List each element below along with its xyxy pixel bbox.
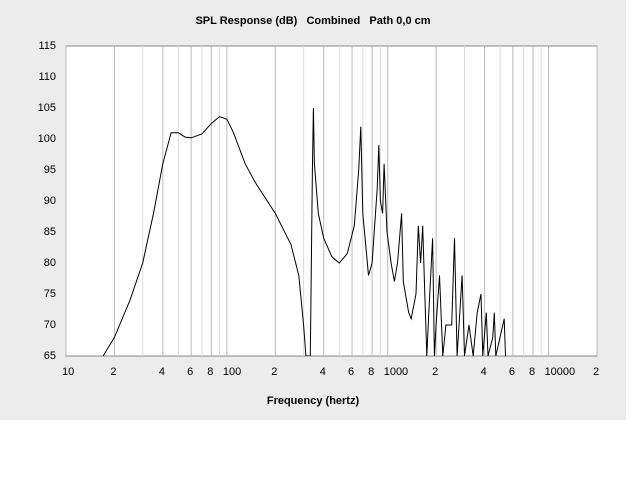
x-tick-label: 4 (320, 366, 326, 378)
x-tick-label: 8 (529, 366, 535, 378)
x-tick-label: 2 (271, 366, 277, 378)
x-tick-label: 4 (159, 366, 165, 378)
response-line (102, 107, 506, 356)
x-tick-label: 1000 (384, 366, 408, 378)
y-tick-label: 100 (38, 133, 56, 145)
x-tick-label: 8 (207, 366, 213, 378)
y-tick-label: 110 (38, 71, 56, 83)
x-tick-label: 6 (348, 366, 354, 378)
x-tick-label: 6 (509, 366, 515, 378)
y-tick-label: 80 (44, 257, 56, 269)
y-tick-label: 65 (44, 350, 56, 362)
y-tick-label: 105 (38, 102, 56, 114)
x-tick-label: 10000 (545, 366, 576, 378)
y-tick-label: 70 (44, 319, 56, 331)
plot-area (65, 45, 598, 357)
x-tick-label: 2 (593, 366, 599, 378)
x-tick-label: 2 (110, 366, 116, 378)
chart-title: SPL Response (dB) Combined Path 0,0 cm (195, 15, 430, 27)
x-tick-label: 6 (187, 366, 193, 378)
y-tick-label: 95 (44, 164, 56, 176)
x-tick-label: 10 (62, 366, 74, 378)
x-tick-label: 100 (223, 366, 241, 378)
x-tick-label: 8 (368, 366, 374, 378)
y-tick-label: 75 (44, 288, 56, 300)
y-tick-label: 115 (38, 40, 56, 52)
y-tick-label: 90 (44, 195, 56, 207)
x-tick-label: 2 (432, 366, 438, 378)
x-tick-label: 4 (481, 366, 487, 378)
y-tick-label: 85 (44, 226, 56, 238)
x-axis-label: Frequency (hertz) (267, 395, 360, 407)
